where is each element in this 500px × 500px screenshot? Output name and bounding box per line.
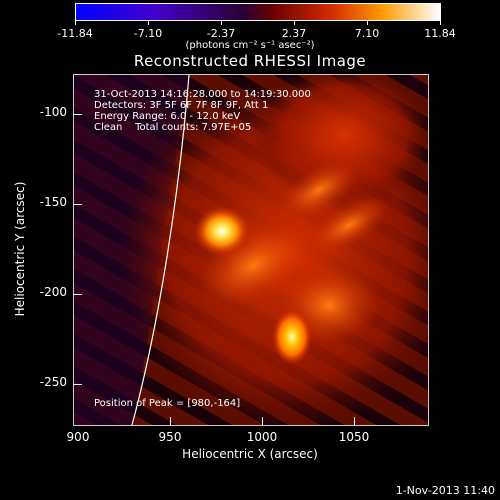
energy-range: Energy Range: 6.0 - 12.0 keV [94,111,241,122]
y-tick-label: -100 [39,105,67,119]
x-tick-label: 900 [66,430,90,444]
x-tick-label: 950 [158,430,182,444]
x-tick [170,417,171,425]
colorbar-tick-label: -11.84 [57,27,93,40]
plot-title: Reconstructed RHESSI Image [133,52,367,70]
y-tick [74,294,82,295]
footer-timestamp: 1-Nov-2013 11:40 [395,484,495,497]
x-tick-label: 1050 [338,430,370,444]
y-axis-label: Heliocentric Y (arcsec) [13,181,27,317]
colorbar-tick-label: 7.10 [354,27,380,40]
y-tick [74,114,82,115]
x-tick [262,417,263,425]
y-tick [74,204,82,205]
colorbar-tick-label: -2.37 [206,27,236,40]
colorbar-tick-label: 11.84 [424,27,456,40]
y-tick-label: -150 [39,195,67,209]
clean-info: Clean Total counts: 7.97E+05 [94,122,252,133]
peak-position: Position of Peak = [980,-164] [94,398,241,409]
y-tick-label: -250 [39,375,67,389]
x-tick [354,417,355,425]
colorbar-tick-label: 2.37 [281,27,307,40]
x-axis-label: Heliocentric X (arcsec) [182,447,318,461]
image-canvas [74,75,428,425]
colorbar-tick-label: -7.10 [133,27,163,40]
colorbar [75,3,441,21]
y-tick-label: -200 [39,285,67,299]
time-range: 31-Oct-2013 14:16:28.000 to 14:19:30.000 [94,89,311,100]
x-tick-label: 1000 [246,430,278,444]
colorbar-ticks [75,3,441,33]
solar-limb-line [131,75,190,425]
y-tick [74,384,82,385]
rhessi-image: 31-Oct-2013 14:16:28.000 to 14:19:30.000… [73,74,429,426]
detectors-info: Detectors: 3F 5F 6F 7F 8F 9F, Att 1 [94,100,269,111]
colorbar-units: (photons cm⁻² s⁻¹ asec⁻²) [185,40,315,51]
